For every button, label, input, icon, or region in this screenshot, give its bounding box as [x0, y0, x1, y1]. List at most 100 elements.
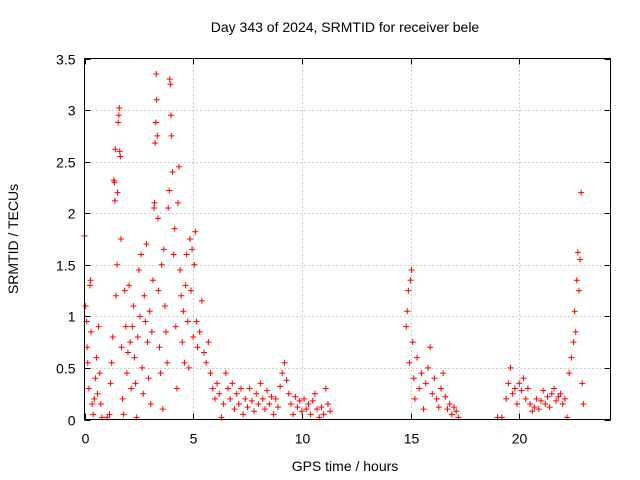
data-point	[134, 333, 141, 340]
data-point	[408, 266, 415, 273]
data-point	[194, 344, 201, 351]
data-point	[518, 387, 525, 394]
data-point	[292, 393, 299, 400]
data-point	[184, 318, 191, 325]
data-point	[118, 344, 125, 351]
data-point	[242, 395, 249, 402]
data-point	[113, 292, 120, 299]
data-point	[507, 364, 514, 371]
y-tick-label: 2.5	[56, 155, 76, 171]
x-axis-title: GPS time / hours	[292, 458, 399, 474]
data-point	[87, 277, 94, 284]
data-point	[253, 390, 260, 397]
chart-title: Day 343 of 2024, SRMTID for receiver bel…	[211, 19, 480, 35]
data-point	[303, 406, 310, 413]
data-point	[135, 266, 142, 273]
data-point	[281, 359, 288, 366]
data-point	[557, 390, 564, 397]
data-point	[88, 328, 95, 335]
data-point	[561, 395, 568, 402]
data-point	[201, 349, 208, 356]
x-tick-label: 0	[82, 431, 90, 447]
y-tick-label: 1.5	[56, 258, 76, 274]
grid-layer	[84, 58, 611, 420]
data-point	[437, 385, 444, 392]
data-point	[167, 81, 174, 88]
data-point	[566, 370, 573, 377]
data-point	[268, 393, 275, 400]
data-point	[123, 370, 130, 377]
x-tick-label: 10	[295, 431, 311, 447]
data-point	[154, 132, 161, 139]
data-point	[420, 406, 427, 413]
data-point	[139, 364, 146, 371]
data-point	[279, 370, 286, 377]
data-point	[92, 375, 99, 382]
data-point	[205, 339, 212, 346]
data-point	[322, 385, 329, 392]
data-point	[152, 119, 159, 126]
data-point	[97, 401, 104, 408]
x-tick-label: 15	[404, 431, 420, 447]
data-point	[579, 380, 586, 387]
data-point	[145, 375, 152, 382]
data-point	[161, 303, 168, 310]
data-point	[198, 297, 205, 304]
data-point	[259, 395, 266, 402]
tick-layer: 0 5 10 15 20 0 0.5 1 1.5 2 2.5 3 3.5	[56, 52, 611, 447]
data-point	[571, 308, 578, 315]
data-point	[503, 395, 510, 402]
data-point	[178, 292, 185, 299]
data-point	[578, 189, 585, 196]
data-point	[424, 364, 431, 371]
data-point	[209, 385, 216, 392]
data-point	[171, 225, 178, 232]
data-point	[544, 393, 551, 400]
data-point	[179, 339, 186, 346]
data-point	[85, 385, 92, 392]
data-point	[272, 395, 279, 402]
data-point	[442, 393, 449, 400]
data-point	[180, 308, 187, 315]
y-tick-label: 1	[68, 309, 76, 325]
data-point	[159, 406, 166, 413]
data-point	[107, 380, 114, 387]
data-point	[409, 339, 416, 346]
data-point	[116, 148, 123, 155]
data-point	[168, 132, 175, 139]
data-point	[264, 387, 271, 394]
data-point	[270, 411, 277, 418]
data-point	[311, 390, 318, 397]
data-point	[298, 408, 305, 415]
data-point	[168, 112, 175, 119]
data-point	[128, 385, 135, 392]
data-point	[240, 411, 247, 418]
data-point	[114, 189, 121, 196]
data-point	[406, 359, 413, 366]
data-point	[144, 339, 151, 346]
data-point	[516, 380, 523, 387]
y-tick-label: 0.5	[56, 361, 76, 377]
data-point	[160, 246, 167, 253]
data-point	[191, 261, 198, 268]
data-point	[227, 395, 234, 402]
data-point	[407, 277, 414, 284]
data-point	[572, 328, 579, 335]
data-point	[577, 256, 584, 263]
data-point	[189, 246, 196, 253]
data-point	[192, 228, 199, 235]
data-point	[91, 395, 98, 402]
data-point	[251, 408, 258, 415]
data-point	[84, 344, 91, 351]
data-point	[196, 328, 203, 335]
data-point	[548, 390, 555, 397]
data-point	[176, 163, 183, 170]
data-point	[514, 401, 521, 408]
data-point	[188, 287, 195, 294]
data-point	[166, 76, 173, 83]
data-point	[435, 404, 442, 411]
data-point	[147, 401, 154, 408]
data-point	[111, 197, 118, 204]
data-point	[153, 96, 160, 103]
